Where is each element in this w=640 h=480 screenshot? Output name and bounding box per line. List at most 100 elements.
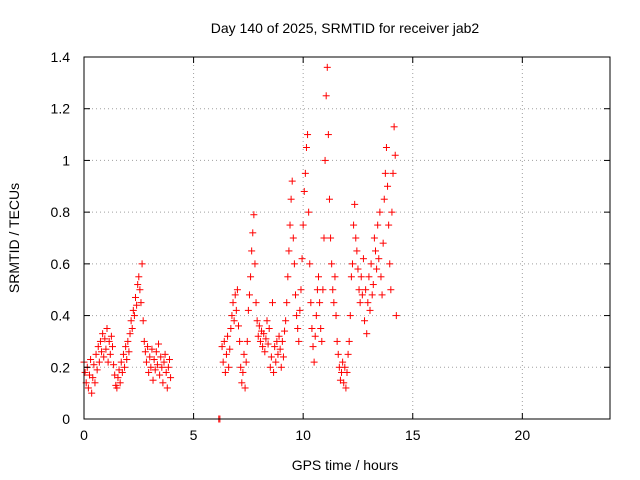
data-point bbox=[353, 247, 361, 255]
data-point bbox=[356, 299, 364, 307]
data-point bbox=[374, 221, 382, 229]
data-point bbox=[126, 330, 134, 338]
data-point bbox=[370, 234, 378, 242]
data-point bbox=[160, 358, 168, 366]
data-point bbox=[316, 299, 324, 307]
data-point bbox=[289, 234, 297, 242]
data-point bbox=[135, 273, 143, 281]
data-point bbox=[249, 229, 257, 237]
data-point bbox=[332, 312, 340, 320]
data-point bbox=[339, 358, 347, 366]
data-point bbox=[119, 350, 127, 358]
data-point bbox=[350, 221, 358, 229]
data-point bbox=[142, 358, 150, 366]
data-point bbox=[226, 345, 234, 353]
data-point bbox=[279, 353, 287, 361]
data-point bbox=[363, 330, 371, 338]
data-point bbox=[266, 363, 274, 371]
data-point bbox=[225, 363, 233, 371]
data-point bbox=[358, 291, 366, 299]
axis-ticks bbox=[83, 56, 610, 420]
data-point bbox=[354, 265, 362, 273]
data-point bbox=[385, 221, 393, 229]
y-tick-label: 0.2 bbox=[51, 359, 71, 375]
data-point bbox=[282, 317, 290, 325]
data-point bbox=[95, 358, 103, 366]
data-point bbox=[388, 208, 396, 216]
data-point bbox=[299, 221, 307, 229]
data-point bbox=[137, 299, 145, 307]
data-point bbox=[311, 332, 319, 340]
data-point bbox=[306, 260, 314, 268]
data-point bbox=[376, 208, 384, 216]
data-point bbox=[348, 260, 356, 268]
data-point bbox=[141, 348, 149, 356]
data-point bbox=[167, 374, 175, 382]
data-point bbox=[107, 332, 115, 340]
data-point bbox=[241, 384, 249, 392]
data-point bbox=[277, 363, 285, 371]
data-point bbox=[145, 368, 153, 376]
data-point bbox=[330, 299, 338, 307]
data-point bbox=[88, 389, 96, 397]
data-point bbox=[369, 281, 377, 289]
data-point bbox=[113, 384, 121, 392]
data-point bbox=[281, 327, 289, 335]
data-point bbox=[146, 353, 154, 361]
data-point bbox=[101, 335, 109, 343]
data-point bbox=[262, 335, 270, 343]
data-point bbox=[365, 273, 373, 281]
data-point bbox=[133, 301, 141, 309]
grid-lines bbox=[84, 57, 610, 419]
data-point bbox=[96, 337, 104, 345]
data-point bbox=[264, 340, 272, 348]
x-axis-label: GPS time / hours bbox=[292, 457, 399, 473]
data-point bbox=[309, 343, 317, 351]
data-point bbox=[315, 273, 323, 281]
data-point bbox=[165, 356, 173, 364]
data-point bbox=[239, 368, 247, 376]
data-point bbox=[244, 306, 252, 314]
data-point bbox=[102, 345, 110, 353]
data-point bbox=[362, 286, 370, 294]
data-point bbox=[81, 368, 89, 376]
data-point bbox=[352, 234, 360, 242]
data-point bbox=[105, 337, 113, 345]
data-point bbox=[343, 368, 351, 376]
data-point bbox=[290, 260, 298, 268]
data-point bbox=[163, 384, 171, 392]
data-point bbox=[229, 299, 237, 307]
data-point bbox=[253, 317, 261, 325]
y-tick-labels: 0 0.2 0.4 0.6 0.8 1 1.2 1.4 bbox=[51, 49, 71, 427]
y-tick-label: 0 bbox=[62, 411, 70, 427]
data-point bbox=[287, 195, 295, 203]
data-point bbox=[250, 211, 258, 219]
data-points bbox=[80, 63, 400, 423]
data-point bbox=[325, 195, 333, 203]
data-point bbox=[382, 144, 390, 151]
data-point bbox=[305, 208, 313, 216]
data-point bbox=[328, 260, 336, 268]
data-point bbox=[221, 368, 229, 376]
data-point bbox=[100, 353, 108, 361]
data-point bbox=[98, 348, 106, 356]
data-point bbox=[125, 348, 133, 356]
data-point bbox=[320, 234, 328, 242]
data-point bbox=[351, 200, 359, 208]
data-point bbox=[252, 299, 260, 307]
data-point bbox=[132, 293, 140, 301]
data-point bbox=[308, 325, 316, 332]
data-point bbox=[342, 384, 350, 392]
data-point bbox=[114, 374, 122, 382]
data-point bbox=[228, 312, 236, 320]
data-point bbox=[260, 330, 268, 338]
data-point bbox=[232, 306, 240, 314]
data-point bbox=[237, 363, 245, 371]
data-point bbox=[127, 317, 135, 325]
data-point bbox=[220, 337, 228, 345]
data-point bbox=[391, 151, 399, 159]
data-point bbox=[283, 299, 291, 307]
y-tick-label: 0.6 bbox=[51, 256, 71, 272]
data-point bbox=[248, 247, 256, 255]
